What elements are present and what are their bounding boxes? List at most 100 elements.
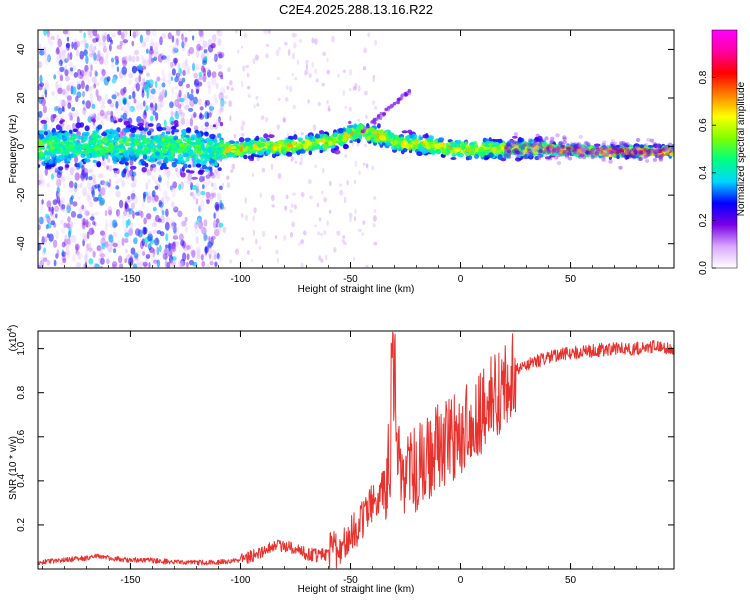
signal-blob	[64, 160, 71, 164]
signal-blob	[185, 127, 191, 134]
noise-blob	[141, 56, 147, 66]
signal-blob	[505, 146, 510, 150]
noise-blob	[326, 100, 329, 105]
noise-blob	[209, 255, 214, 264]
noise-blob	[145, 79, 150, 86]
noise-blob	[165, 233, 169, 242]
colorbar-tick-label: 0.4	[698, 165, 709, 179]
noise-blob	[196, 248, 201, 257]
noise-blob	[91, 189, 95, 198]
signal-blob	[555, 146, 562, 151]
signal-blob	[343, 133, 350, 139]
noise-blob	[161, 55, 167, 60]
noise-blob	[131, 174, 135, 182]
noise-blob	[80, 69, 85, 77]
halo-blob	[594, 149, 600, 154]
halo-blob	[515, 147, 520, 152]
noise-blob	[122, 59, 127, 67]
noise-blob	[100, 52, 105, 61]
noise-blob	[339, 189, 344, 196]
signal-blob	[566, 146, 571, 151]
noise-blob	[367, 32, 371, 38]
noise-blob	[226, 182, 231, 189]
noise-blob	[120, 128, 126, 134]
signal-blob	[138, 126, 144, 131]
signal-blob	[449, 149, 456, 154]
noise-blob	[365, 163, 368, 169]
signal-blob	[528, 152, 533, 158]
signal-blob	[327, 140, 333, 146]
noise-blob	[115, 263, 120, 268]
halo-blob	[618, 165, 623, 170]
noise-blob	[64, 234, 68, 243]
noise-blob	[72, 122, 76, 130]
signal-blob	[391, 145, 398, 151]
noise-blob	[207, 80, 211, 89]
noise-blob	[84, 39, 88, 48]
halo-blob	[643, 149, 649, 154]
noise-blob	[99, 253, 106, 258]
signal-blob	[156, 161, 162, 165]
signal-blob	[50, 153, 56, 158]
noise-blob	[102, 98, 106, 106]
noise-blob	[219, 185, 223, 190]
noise-blob	[196, 50, 200, 58]
signal-blob	[314, 134, 321, 139]
noise-blob	[106, 240, 111, 246]
noise-blob	[174, 241, 179, 247]
halo-blob	[511, 149, 517, 154]
halo-blob	[505, 147, 510, 151]
noise-blob	[69, 67, 74, 72]
halo-blob	[600, 151, 605, 156]
noise-blob	[196, 78, 200, 84]
signal-blob	[178, 142, 185, 147]
halo-blob	[603, 146, 609, 151]
halo-blob	[610, 139, 615, 144]
halo-blob	[628, 152, 634, 157]
noise-blob	[131, 55, 136, 63]
noise-blob	[333, 247, 337, 253]
noise-blob	[61, 204, 66, 210]
noise-blob	[56, 186, 60, 194]
noise-blob	[171, 190, 176, 198]
halo-blob	[592, 152, 597, 157]
noise-blob	[292, 192, 297, 196]
noise-blob	[145, 165, 149, 174]
halo-blob	[580, 151, 585, 156]
noise-blob	[346, 180, 349, 186]
noise-blob	[253, 207, 257, 214]
noise-blob	[328, 209, 332, 214]
halo-blob	[646, 149, 651, 154]
halo-blob	[545, 147, 551, 152]
noise-blob	[152, 30, 157, 37]
noise-blob	[314, 38, 318, 45]
noise-blob	[114, 180, 119, 185]
halo-blob	[556, 145, 561, 150]
y-tick-label: 0.4	[16, 473, 27, 487]
halo-blob	[643, 154, 649, 159]
noise-blob	[97, 50, 101, 58]
noise-blob	[219, 86, 226, 96]
halo-blob	[533, 141, 538, 146]
noise-blob	[194, 227, 199, 234]
signal-blob	[92, 138, 99, 144]
noise-blob	[150, 255, 156, 264]
signal-blob	[249, 144, 254, 151]
noise-blob	[187, 49, 191, 57]
noise-blob	[241, 237, 244, 241]
noise-blob	[88, 176, 93, 181]
noise-blob	[218, 92, 224, 101]
noise-blob	[149, 102, 154, 108]
noise-blob	[152, 206, 157, 212]
noise-blob	[121, 215, 125, 219]
signal-blob	[491, 146, 497, 151]
noise-blob	[85, 55, 89, 65]
noise-blob	[92, 179, 97, 184]
noise-blob	[60, 176, 66, 182]
branch-blob	[389, 103, 394, 108]
noise-blob	[111, 94, 117, 100]
halo-blob	[530, 143, 535, 148]
noise-blob	[187, 30, 192, 33]
noise-blob	[198, 76, 203, 81]
noise-blob	[128, 55, 132, 62]
